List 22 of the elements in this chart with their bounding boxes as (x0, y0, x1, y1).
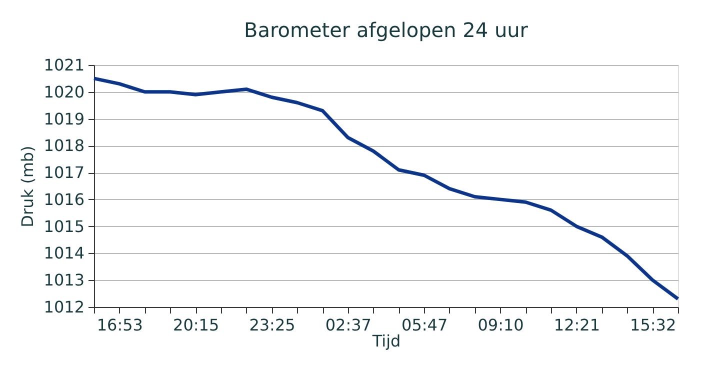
y-tick-label: 1013 (44, 270, 84, 290)
x-tick-label: 12:21 (554, 316, 600, 334)
y-tick-label: 1016 (44, 190, 84, 209)
y-tick-label: 1012 (44, 298, 84, 316)
x-tick-label: 05:47 (402, 316, 448, 334)
x-tick-label: 02:37 (325, 316, 372, 334)
chart-title: Barometer afgelopen 24 uur (244, 18, 529, 42)
x-tick-label: 16:53 (96, 316, 143, 334)
y-tick-label: 1018 (44, 136, 84, 156)
y-tick-label: 1015 (44, 216, 84, 236)
y-tick-label: 1020 (44, 82, 84, 102)
y-tick-label: 1021 (44, 56, 84, 74)
x-tick-label: 15:32 (630, 316, 676, 334)
line-series (92, 76, 680, 301)
y-tick-label: 1019 (44, 109, 84, 128)
y-axis-title: Druk (mb) (18, 146, 37, 228)
y-tick-label: 1014 (44, 244, 84, 263)
x-tick-label: 20:15 (173, 316, 220, 334)
x-tick-label: 23:25 (249, 316, 296, 334)
y-tick-label: 1017 (44, 163, 84, 182)
x-tick-label: 09:10 (478, 316, 524, 334)
x-axis-title: Tijd (371, 332, 401, 350)
